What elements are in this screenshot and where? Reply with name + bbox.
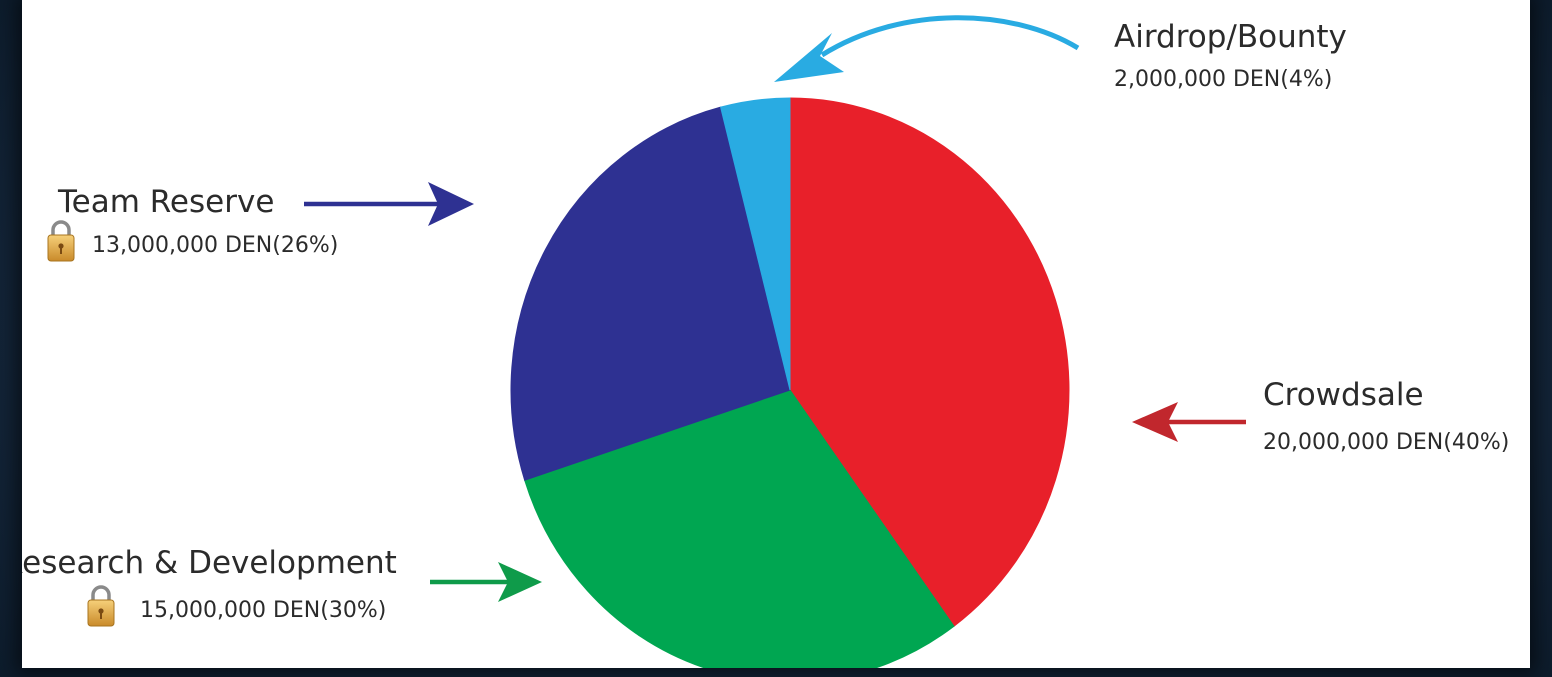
slice-value-crowdsale: 20,000,000 DEN(40%): [1263, 430, 1509, 455]
pie-slice-team-reserve: [510, 106, 791, 481]
label-crowdsale: Crowdsale 20,000,000 DEN(40%): [1132, 377, 1509, 455]
padlock-icon: [47, 220, 75, 262]
padlock-icon: [87, 585, 115, 627]
pie-slice-crowdsale: [789, 97, 1070, 627]
arrowhead-team-reserve: [428, 182, 474, 226]
pie-slice-airdrop-bounty: [720, 97, 791, 391]
arrowhead-research-development: [498, 562, 542, 602]
label-airdrop-bounty: Airdrop/Bounty 2,000,000 DEN(4%): [774, 15, 1347, 92]
chart-panel: Airdrop/Bounty 2,000,000 DEN(4%) Team Re…: [22, 0, 1530, 668]
arrowhead-crowdsale: [1132, 402, 1178, 442]
pie-slice-research-development: [524, 389, 955, 668]
slice-value-airdrop-bounty: 2,000,000 DEN(4%): [1114, 67, 1332, 92]
slice-value-team-reserve: 13,000,000 DEN(26%): [92, 233, 338, 258]
pie-slices: [510, 97, 1070, 668]
pie-chart: Airdrop/Bounty 2,000,000 DEN(4%) Team Re…: [22, 15, 1509, 668]
arrow-airdrop-bounty: [820, 15, 1080, 58]
slice-value-research-development: 15,000,000 DEN(30%): [140, 598, 386, 623]
slice-name-team-reserve: Team Reserve: [57, 184, 274, 220]
label-research-development: Research & Development 15,000,000 DEN(30…: [22, 545, 542, 627]
label-team-reserve: Team Reserve 13,000,000 DEN(26%): [47, 182, 474, 262]
slice-name-airdrop-bounty: Airdrop/Bounty: [1114, 19, 1347, 55]
slice-name-research-development: Research & Development: [22, 545, 397, 581]
slice-name-crowdsale: Crowdsale: [1263, 377, 1424, 413]
arrowhead-airdrop-bounty: [774, 33, 844, 82]
